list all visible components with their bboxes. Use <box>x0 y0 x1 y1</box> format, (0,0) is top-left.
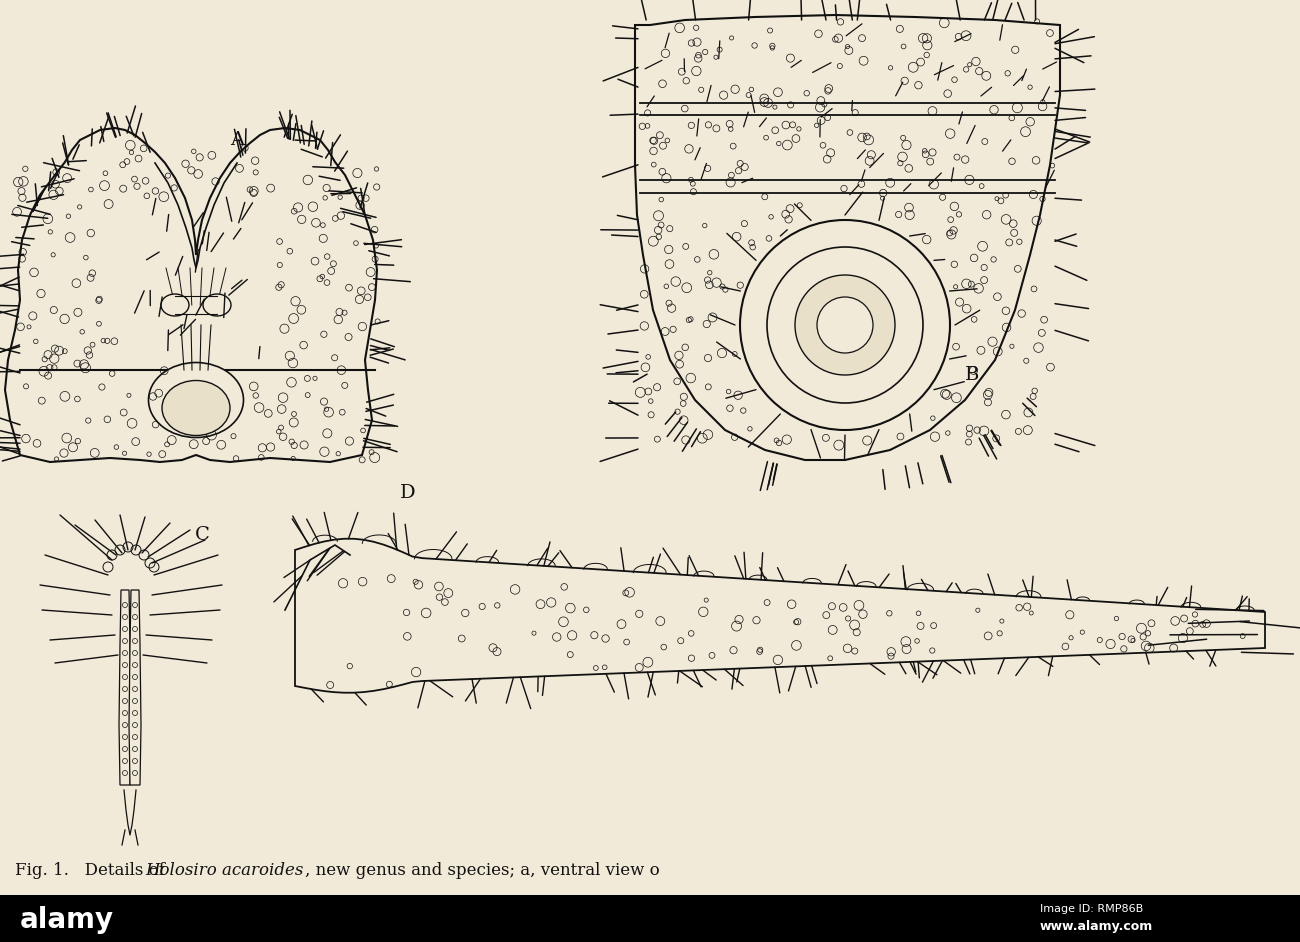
Ellipse shape <box>161 294 188 316</box>
Circle shape <box>816 297 874 353</box>
Text: C: C <box>195 526 209 544</box>
Polygon shape <box>5 128 377 462</box>
Ellipse shape <box>162 381 230 435</box>
Text: Image ID: RMP86B: Image ID: RMP86B <box>1040 904 1143 914</box>
Text: Holosiro acaroides: Holosiro acaroides <box>146 862 303 879</box>
Ellipse shape <box>148 363 243 437</box>
Text: B: B <box>965 366 979 384</box>
Circle shape <box>767 247 923 403</box>
Text: A: A <box>230 131 244 149</box>
Polygon shape <box>120 590 131 785</box>
Text: www.alamy.com: www.alamy.com <box>1040 920 1153 933</box>
Polygon shape <box>634 15 1060 460</box>
Ellipse shape <box>203 294 231 316</box>
Polygon shape <box>129 590 140 785</box>
Text: Fig. 1.   Details of: Fig. 1. Details of <box>16 862 170 879</box>
Text: alamy: alamy <box>20 906 114 934</box>
Text: , new genus and species; a, ventral view o: , new genus and species; a, ventral view… <box>306 862 659 879</box>
Circle shape <box>740 220 950 430</box>
Circle shape <box>796 275 894 375</box>
Text: D: D <box>400 484 416 502</box>
Bar <box>0 895 1300 942</box>
Polygon shape <box>295 539 1265 692</box>
